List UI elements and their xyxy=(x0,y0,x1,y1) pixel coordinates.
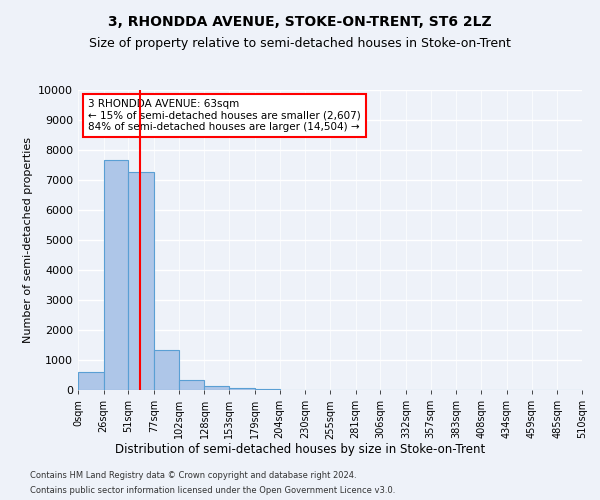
Bar xyxy=(104,160,128,390)
Bar xyxy=(229,388,255,390)
Bar xyxy=(179,380,205,390)
Text: 3, RHONDDA AVENUE, STOKE-ON-TRENT, ST6 2LZ: 3, RHONDDA AVENUE, STOKE-ON-TRENT, ST6 2… xyxy=(108,15,492,29)
Bar xyxy=(205,386,229,390)
Text: Size of property relative to semi-detached houses in Stoke-on-Trent: Size of property relative to semi-detach… xyxy=(89,38,511,51)
Bar xyxy=(154,350,179,390)
Bar xyxy=(255,389,280,390)
Text: Distribution of semi-detached houses by size in Stoke-on-Trent: Distribution of semi-detached houses by … xyxy=(115,442,485,456)
Text: 3 RHONDDA AVENUE: 63sqm
← 15% of semi-detached houses are smaller (2,607)
84% of: 3 RHONDDA AVENUE: 63sqm ← 15% of semi-de… xyxy=(88,99,361,132)
Y-axis label: Number of semi-detached properties: Number of semi-detached properties xyxy=(23,137,32,343)
Bar xyxy=(128,172,154,390)
Bar xyxy=(78,372,104,390)
Text: Contains HM Land Registry data © Crown copyright and database right 2024.: Contains HM Land Registry data © Crown c… xyxy=(30,471,356,480)
Text: Contains public sector information licensed under the Open Government Licence v3: Contains public sector information licen… xyxy=(30,486,395,495)
